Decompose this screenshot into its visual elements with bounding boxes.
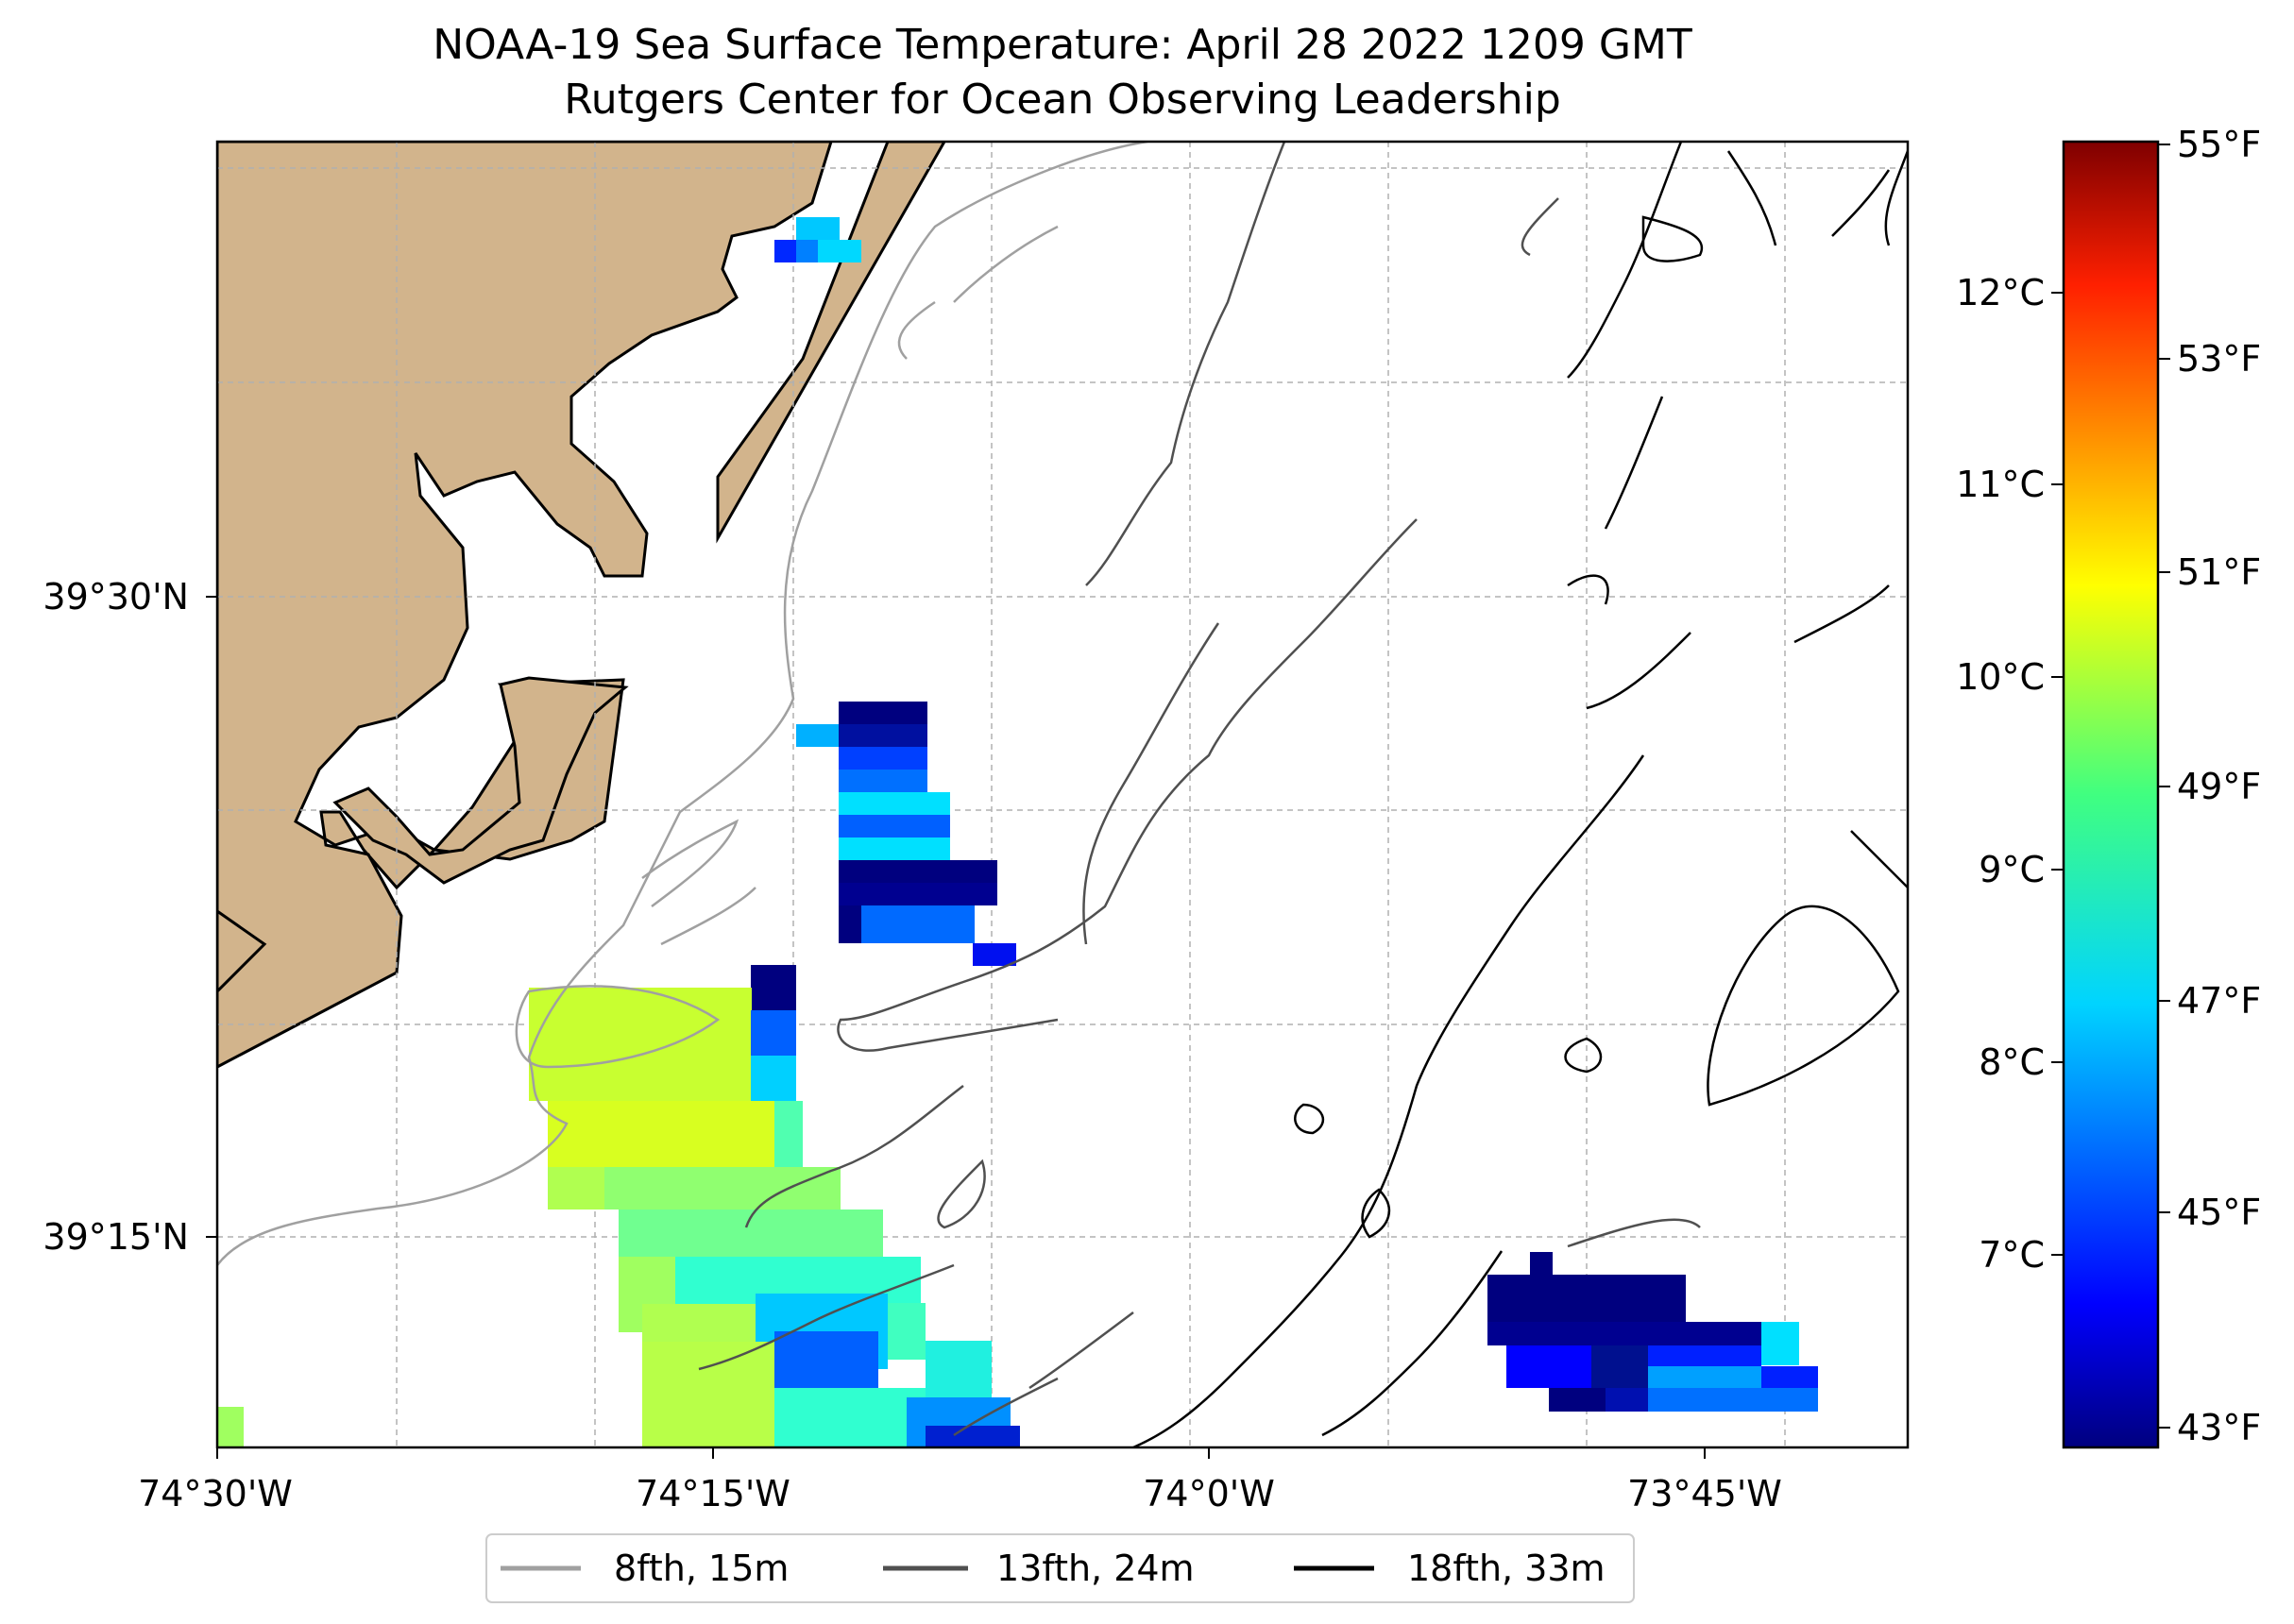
x-tick-label: 74°30'W — [138, 1473, 293, 1514]
cbar-celsius-label: 7°C — [1979, 1234, 2045, 1276]
x-tick-label: 74°0'W — [1143, 1473, 1275, 1514]
land-spit — [716, 142, 946, 544]
legend-label-13fth: 13fth, 24m — [996, 1548, 1195, 1589]
cbar-fahrenheit-label: 53°F — [2177, 338, 2261, 380]
cbar-fahrenheit-label: 45°F — [2177, 1192, 2261, 1233]
contour-13fth — [698, 142, 1701, 1437]
gridlines — [217, 142, 1908, 1447]
legend-label-8fth: 8fth, 15m — [614, 1548, 789, 1589]
cbar-fahrenheit-label: 47°F — [2177, 980, 2261, 1022]
y-tick-label: 39°30'N — [42, 576, 189, 617]
colorbar-ticks — [2051, 144, 2170, 1429]
sst-patch-southeast — [1487, 1252, 1818, 1412]
legend-box — [485, 1533, 1635, 1603]
map-frame — [215, 140, 1910, 1449]
cbar-fahrenheit-label: 49°F — [2177, 766, 2261, 807]
cbar-fahrenheit-label: 51°F — [2177, 551, 2261, 593]
contour-8fth — [217, 142, 1148, 1266]
cbar-fahrenheit-label: 43°F — [2177, 1407, 2261, 1448]
sst-patch-central — [796, 702, 1016, 966]
cbar-celsius-label: 9°C — [1979, 849, 2045, 890]
map-panel — [217, 142, 1908, 1447]
cbar-celsius-label: 10°C — [1956, 656, 2045, 698]
title-line1: NOAA-19 Sea Surface Temperature: April 2… — [433, 21, 1692, 69]
sst-patch-southwest — [217, 965, 1020, 1447]
contour-18fth — [1132, 142, 1908, 1447]
cbar-celsius-label: 12°C — [1956, 272, 2045, 313]
cbar-fahrenheit-label: 55°F — [2177, 124, 2261, 165]
cbar-celsius-label: 8°C — [1979, 1041, 2045, 1083]
colorbar-gradient — [2062, 140, 2160, 1449]
legend: 8fth, 15m 13fth, 24m 18fth, 33m — [485, 1533, 1635, 1603]
land-lower — [332, 676, 629, 885]
cbar-celsius-label: 11°C — [1956, 464, 2045, 505]
x-tick-label: 74°15'W — [636, 1473, 790, 1514]
colorbar: 12°C 11°C 10°C 9°C 8°C 7°C 55°F 53°F 51°… — [1956, 124, 2261, 1449]
legend-label-18fth: 18fth, 33m — [1407, 1548, 1606, 1589]
land-islet — [217, 909, 267, 994]
title-line2: Rutgers Center for Ocean Observing Leade… — [564, 76, 1561, 124]
y-tick-label: 39°15'N — [42, 1216, 189, 1258]
sst-patch-north — [774, 217, 861, 262]
map-ticks — [206, 596, 1706, 1459]
x-tick-label: 73°45'W — [1627, 1473, 1782, 1514]
